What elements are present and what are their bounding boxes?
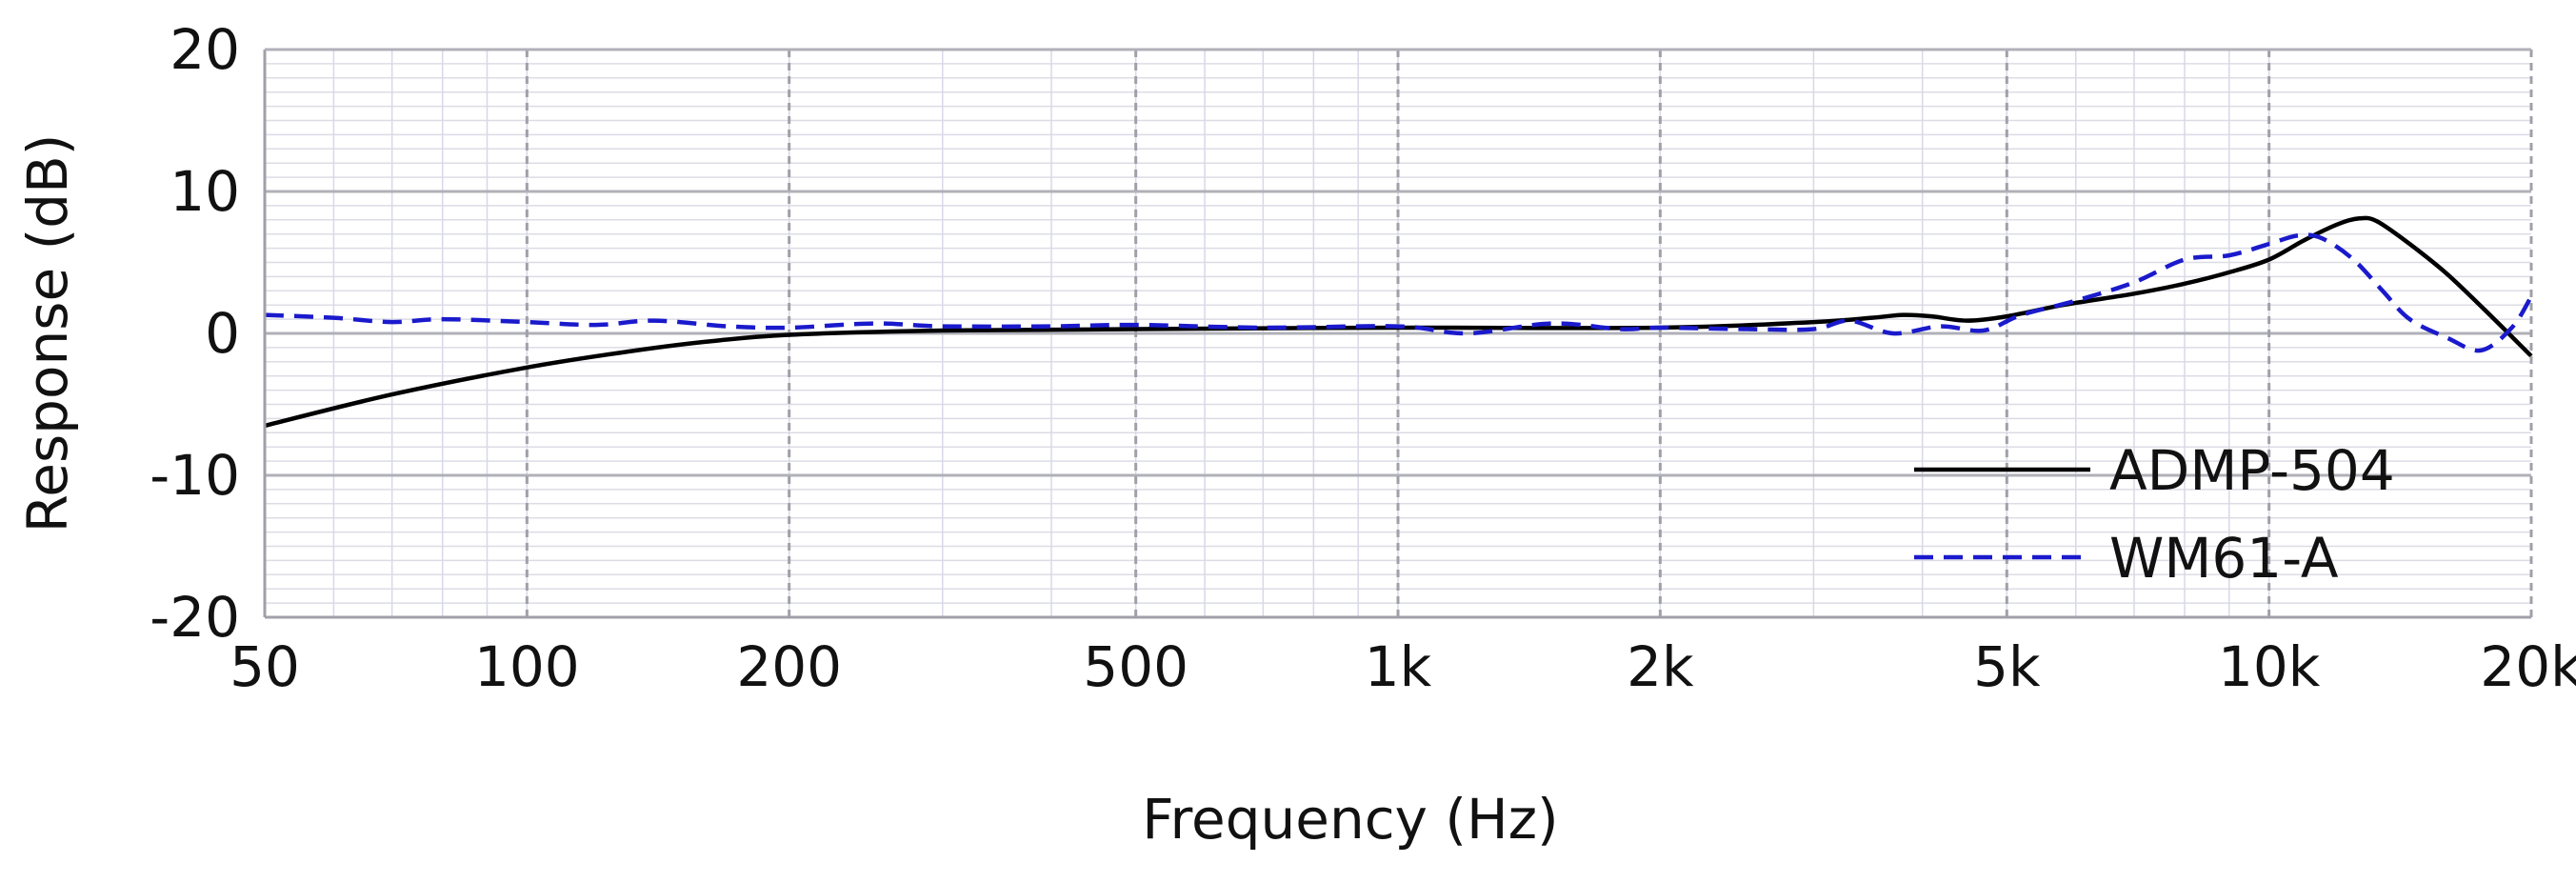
- x-tick-label: 200: [736, 634, 842, 699]
- legend-label: ADMP-504: [2109, 438, 2395, 503]
- x-tick-label: 10k: [2218, 634, 2321, 699]
- x-tick-label: 100: [474, 634, 580, 699]
- x-tick-label: 500: [1083, 634, 1188, 699]
- x-tick-label: 20k: [2480, 634, 2576, 699]
- legend: ADMP-504 WM61-A: [1914, 438, 2395, 591]
- x-tick-label: 1k: [1365, 634, 1432, 699]
- grid: [265, 48, 2531, 619]
- y-tick-label: -10: [150, 443, 240, 508]
- x-axis-title: Frequency (Hz): [1142, 787, 1558, 852]
- series-layer: [264, 215, 2533, 429]
- x-tick-label: 5k: [1973, 634, 2041, 699]
- x-tick-label: 50: [230, 634, 300, 699]
- y-tick-label: -20: [150, 585, 240, 650]
- series-line-admp-504: [264, 215, 2533, 429]
- y-tick-label: 20: [170, 17, 240, 82]
- x-tick-label: 2k: [1627, 634, 1694, 699]
- series-line-wm61-a: [264, 232, 2533, 353]
- y-axis-title: Response (dB): [15, 134, 80, 533]
- y-tick-label: 0: [205, 301, 240, 366]
- legend-label: WM61-A: [2109, 526, 2339, 591]
- y-tick-label: 10: [170, 159, 240, 224]
